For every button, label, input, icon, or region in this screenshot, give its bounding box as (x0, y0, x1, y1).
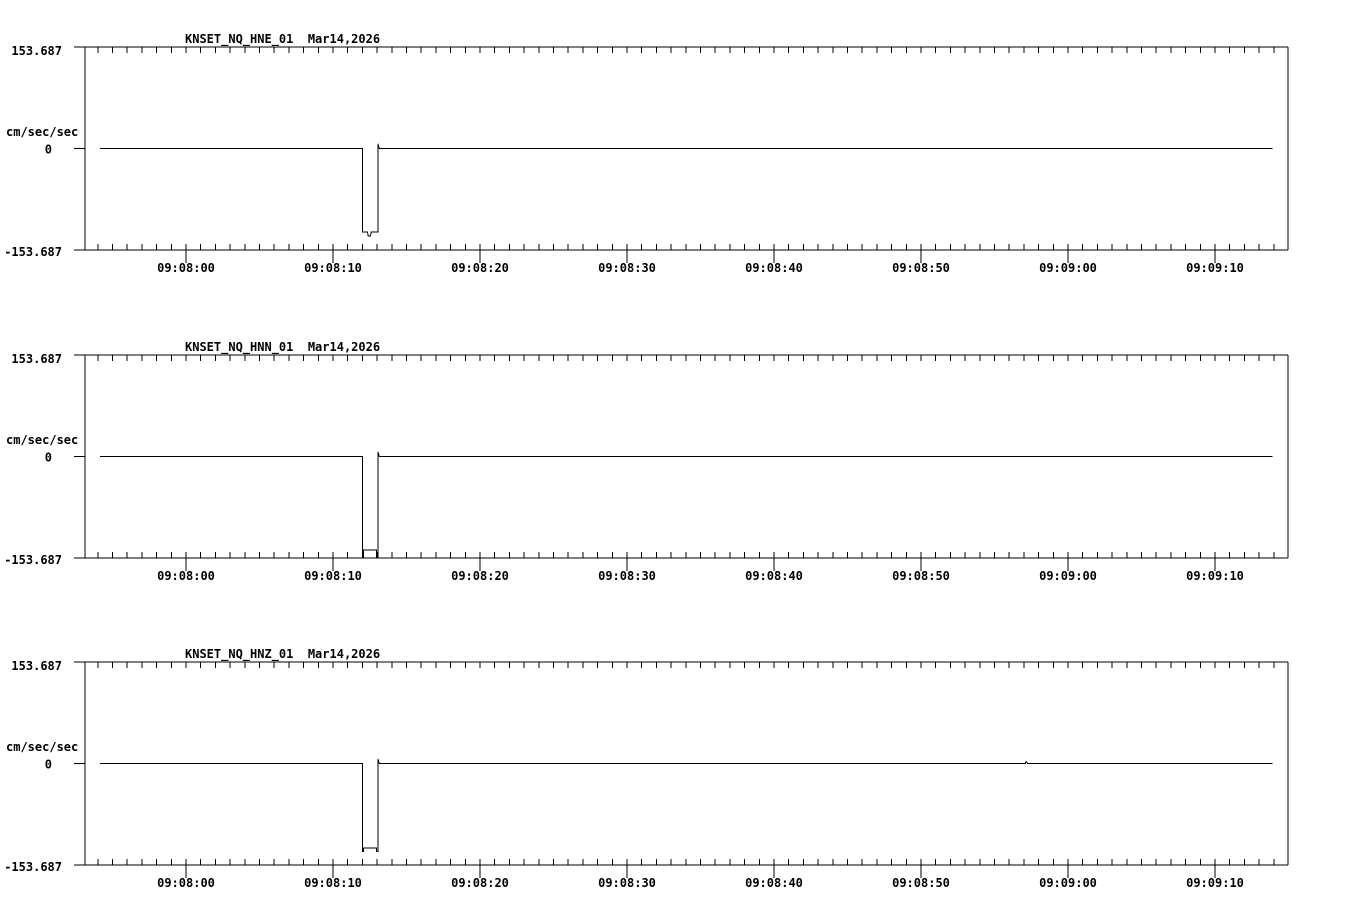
x-tick-label: 09:08:30 (598, 569, 656, 583)
x-axis: 09:08:00 09:08:10 09:08:20 09:08:30 09:08:40… (97, 47, 1275, 275)
y-axis-units-label: cm/sec/sec (6, 433, 78, 447)
x-tick-label: 09:09:00 (1039, 876, 1097, 890)
panel-labels: KNSET_NQ_HNN_01 Mar14,2026 153.687 0 -153.6… (4, 340, 380, 567)
x-tick-label: 09:09:10 (1186, 261, 1244, 275)
x-tick-label: 09:08:30 (598, 876, 656, 890)
x-tick-label: 09:08:50 (892, 261, 950, 275)
y-tick-label-zero: 0 (45, 451, 52, 465)
x-tick-label: 09:08:50 (892, 569, 950, 583)
y-axis (74, 354, 85, 457)
y-tick-label-zero: 0 (45, 758, 52, 772)
y-tick-label-zero: 0 (45, 143, 52, 157)
seismogram-panel-KNSET_NQ_HNN_01: 09:08:00 09:08:10 09:08:20 09:08:30 09:08:40… (4, 340, 1289, 583)
plot-frame (74, 46, 1289, 251)
y-tick-label-min: -153.687 (4, 860, 62, 874)
x-tick-label: 09:08:10 (304, 569, 362, 583)
x-tick-label: 09:08:20 (451, 876, 509, 890)
y-axis (74, 46, 85, 149)
panel-labels: KNSET_NQ_HNE_01 Mar14,2026 153.687 0 -153.6… (4, 32, 380, 259)
x-tick-label: 09:09:10 (1186, 876, 1244, 890)
x-tick-label: 09:08:20 (451, 261, 509, 275)
x-tick-label: 09:09:00 (1039, 261, 1097, 275)
x-tick-label: 09:08:40 (745, 569, 803, 583)
x-tick-label: 09:08:20 (451, 569, 509, 583)
x-axis: 09:08:00 09:08:10 09:08:20 09:08:30 09:08:40… (97, 662, 1275, 890)
panel-title: KNSET_NQ_HNN_01 Mar14,2026 (185, 340, 380, 355)
x-tick-label: 09:09:10 (1186, 569, 1244, 583)
x-tick-label: 09:09:00 (1039, 569, 1097, 583)
x-tick-label: 09:08:40 (745, 261, 803, 275)
x-axis: 09:08:00 09:08:10 09:08:20 09:08:30 09:08:40… (97, 355, 1275, 583)
y-tick-label-max: 153.687 (11, 352, 62, 366)
waveform-trace (100, 758, 1273, 852)
panel-title: KNSET_NQ_HNE_01 Mar14,2026 (185, 32, 380, 47)
x-tick-label: 09:08:40 (745, 876, 803, 890)
panel-labels: KNSET_NQ_HNZ_01 Mar14,2026 153.687 0 -153.6… (4, 647, 380, 874)
x-tick-label: 09:08:10 (304, 261, 362, 275)
x-tick-label: 09:08:00 (157, 876, 215, 890)
y-axis-units-label: cm/sec/sec (6, 740, 78, 754)
x-tick-label: 09:08:50 (892, 876, 950, 890)
y-axis (74, 661, 85, 764)
seismogram-panel-KNSET_NQ_HNZ_01: 09:08:00 09:08:10 09:08:20 09:08:30 09:08:40… (4, 647, 1289, 890)
x-tick-label: 09:08:00 (157, 569, 215, 583)
x-tick-label: 09:08:10 (304, 876, 362, 890)
panel-title: KNSET_NQ_HNZ_01 Mar14,2026 (185, 647, 380, 662)
y-tick-label-min: -153.687 (4, 553, 62, 567)
x-tick-label: 09:08:30 (598, 261, 656, 275)
seismogram-panel-KNSET_NQ_HNE_01: 09:08:00 09:08:10 09:08:20 09:08:30 09:08:40… (4, 32, 1289, 275)
y-tick-label-min: -153.687 (4, 245, 62, 259)
y-tick-label-max: 153.687 (11, 44, 62, 58)
y-axis-units-label: cm/sec/sec (6, 125, 78, 139)
waveform-trace (100, 143, 1273, 237)
y-tick-label-max: 153.687 (11, 659, 62, 673)
x-tick-label: 09:08:00 (157, 261, 215, 275)
waveform-trace (100, 451, 1273, 558)
